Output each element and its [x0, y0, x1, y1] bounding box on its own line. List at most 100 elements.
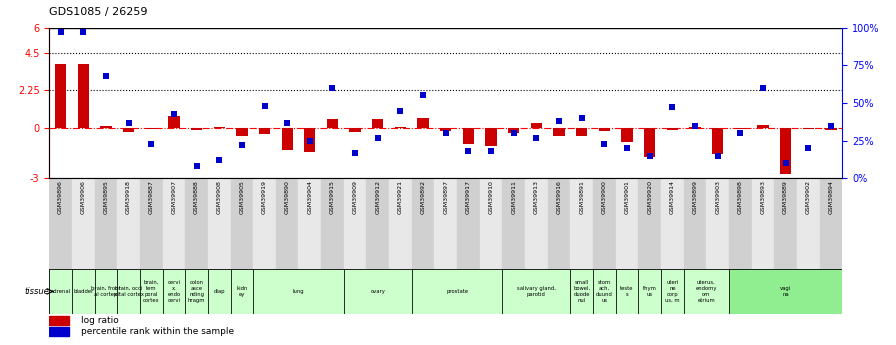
Point: [801, 146, 815, 151]
Bar: [644, 128, 655, 157]
Point: [54, 29, 68, 35]
Bar: [508, 128, 520, 133]
Bar: [825, 128, 837, 130]
Bar: [820, 178, 842, 269]
Bar: [576, 128, 588, 137]
Bar: [616, 178, 638, 269]
Bar: [412, 269, 503, 314]
Text: GSM39916: GSM39916: [556, 180, 562, 214]
Bar: [49, 327, 69, 336]
Point: [642, 153, 657, 158]
Bar: [230, 178, 254, 269]
Text: GSM39901: GSM39901: [625, 180, 630, 214]
Text: GSM39905: GSM39905: [239, 180, 245, 214]
Bar: [593, 178, 616, 269]
Text: teste
s: teste s: [620, 286, 633, 297]
Bar: [797, 178, 820, 269]
Text: GSM39894: GSM39894: [829, 180, 833, 214]
Point: [711, 153, 725, 158]
Text: colon
asce
nding
hragm: colon asce nding hragm: [188, 280, 205, 303]
Bar: [395, 127, 406, 128]
Bar: [276, 178, 298, 269]
Point: [167, 111, 181, 116]
Point: [393, 108, 408, 113]
Bar: [168, 116, 179, 128]
Bar: [706, 178, 729, 269]
Text: vagi
na: vagi na: [780, 286, 791, 297]
Bar: [191, 128, 202, 130]
Point: [144, 141, 159, 146]
Point: [574, 115, 589, 121]
Point: [530, 135, 544, 140]
Text: GSM39917: GSM39917: [466, 180, 471, 214]
Bar: [344, 269, 412, 314]
Point: [348, 150, 362, 156]
Bar: [389, 178, 412, 269]
Point: [755, 85, 770, 91]
Bar: [123, 128, 134, 132]
Bar: [457, 178, 479, 269]
Text: brain,
tem
poral
cortex: brain, tem poral cortex: [143, 280, 159, 303]
Text: GSM39921: GSM39921: [398, 180, 403, 214]
Text: GSM39904: GSM39904: [307, 180, 313, 214]
Bar: [321, 178, 344, 269]
Bar: [230, 269, 254, 314]
Point: [665, 105, 679, 110]
Text: GSM39918: GSM39918: [126, 180, 131, 214]
Point: [688, 123, 702, 128]
Bar: [571, 178, 593, 269]
Bar: [418, 118, 429, 128]
Bar: [259, 128, 271, 134]
Bar: [757, 125, 769, 128]
Bar: [95, 178, 117, 269]
Bar: [712, 128, 723, 154]
Text: GSM39907: GSM39907: [171, 180, 177, 214]
Text: GSM39906: GSM39906: [81, 180, 86, 214]
Point: [620, 146, 634, 151]
Text: diap: diap: [213, 289, 225, 294]
Point: [235, 142, 249, 148]
Point: [733, 130, 747, 136]
Point: [212, 157, 227, 163]
Point: [121, 120, 136, 125]
Text: GSM39897: GSM39897: [444, 180, 448, 214]
Bar: [117, 178, 140, 269]
Text: kidn
ey: kidn ey: [237, 286, 247, 297]
Text: GSM39903: GSM39903: [715, 180, 720, 214]
Text: GDS1085 / 26259: GDS1085 / 26259: [49, 7, 148, 17]
Text: small
bowel,
duode
nui: small bowel, duode nui: [573, 280, 590, 303]
Text: GSM39889: GSM39889: [783, 180, 788, 214]
Bar: [49, 316, 69, 325]
Point: [461, 148, 476, 154]
Bar: [344, 178, 366, 269]
Bar: [49, 269, 72, 314]
Bar: [435, 178, 457, 269]
Bar: [162, 269, 185, 314]
Bar: [689, 127, 701, 128]
Bar: [55, 65, 66, 128]
Text: log ratio: log ratio: [81, 316, 119, 325]
Bar: [140, 269, 162, 314]
Bar: [72, 178, 95, 269]
Bar: [281, 128, 293, 150]
Text: cervi
x,
endo
cervi: cervi x, endo cervi: [168, 280, 180, 303]
Text: GSM39914: GSM39914: [670, 180, 675, 214]
Bar: [100, 126, 112, 128]
Bar: [571, 269, 593, 314]
Bar: [599, 128, 610, 131]
Bar: [752, 178, 774, 269]
Text: GSM39920: GSM39920: [647, 180, 652, 214]
Bar: [667, 128, 678, 130]
Text: salivary gland,
parotid: salivary gland, parotid: [517, 286, 556, 297]
Text: GSM39887: GSM39887: [149, 180, 154, 214]
Bar: [684, 178, 706, 269]
Text: lung: lung: [293, 289, 305, 294]
Point: [779, 160, 793, 166]
Text: prostate: prostate: [446, 289, 468, 294]
Bar: [237, 128, 247, 136]
Bar: [72, 269, 95, 314]
Bar: [661, 178, 684, 269]
Text: ovary: ovary: [370, 289, 385, 294]
Bar: [621, 128, 633, 142]
Bar: [638, 269, 661, 314]
